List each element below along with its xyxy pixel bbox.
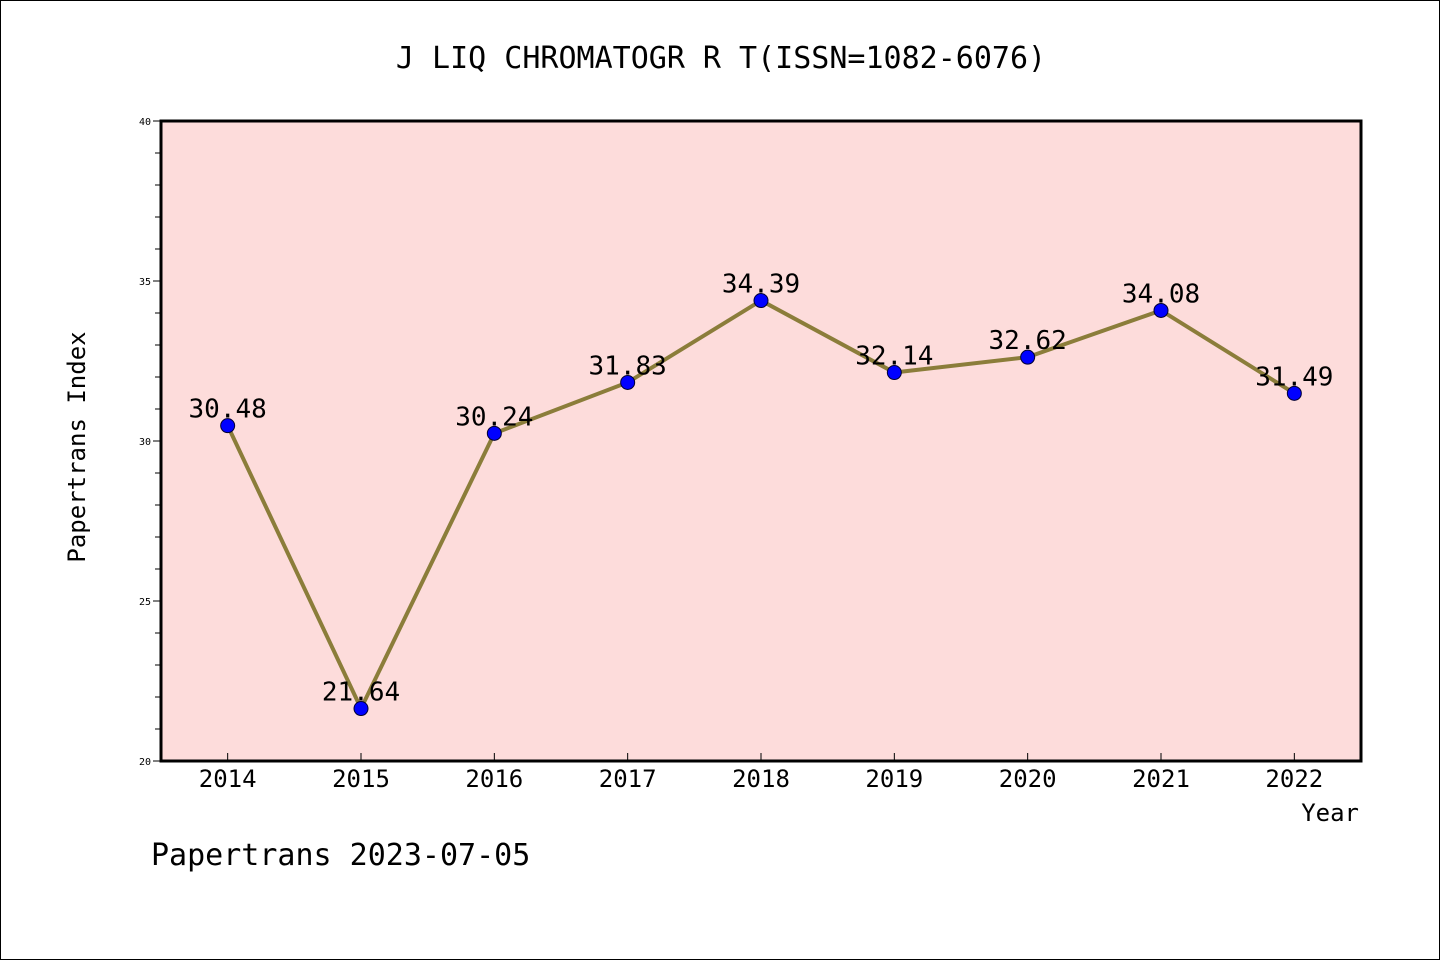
data-label: 30.48: [189, 395, 267, 425]
y-axis-label: Papertrans Index: [63, 331, 91, 562]
data-point: [220, 418, 236, 434]
data-label: 31.83: [589, 351, 667, 381]
data-label: 31.49: [1255, 362, 1333, 392]
chart-title: J LIQ CHROMATOGR R T(ISSN=1082-6076): [396, 41, 1046, 76]
x-tick-label: 2016: [465, 765, 523, 793]
x-tick-label: 2015: [332, 765, 390, 793]
series-markers: [220, 293, 1302, 717]
y-tick-label: 30: [139, 437, 151, 448]
data-point: [353, 701, 369, 717]
data-label: 34.08: [1122, 279, 1200, 309]
data-point: [1153, 302, 1169, 318]
plot-area: [161, 121, 1361, 761]
x-tick-label: 2021: [1132, 765, 1190, 793]
data-label: 30.24: [455, 402, 533, 432]
data-label: 32.14: [855, 342, 933, 372]
data-point: [753, 293, 769, 309]
y-tick-label: 35: [139, 277, 151, 288]
data-point: [620, 374, 636, 390]
y-axis-ticks: 20 25 30 35 40: [139, 117, 161, 768]
y-tick-label: 20: [139, 757, 151, 768]
x-tick-label: 2020: [999, 765, 1057, 793]
footer-text: Papertrans 2023-07-05: [151, 838, 530, 873]
data-label: 32.62: [989, 326, 1067, 356]
x-axis-ticks: 2014 2015 2016 2017 2018 2019 2020 2021 2022: [199, 753, 1323, 793]
data-point: [1286, 385, 1302, 401]
x-tick-label: 2014: [199, 765, 257, 793]
data-labels: 30.48 21.64 30.24 31.83 34.39 32.14 32.62 34.08…: [189, 270, 1334, 708]
data-label: 34.39: [722, 270, 800, 300]
x-tick-label: 2019: [865, 765, 923, 793]
plot-border: [159, 119, 1363, 763]
x-tick-label: 2018: [732, 765, 790, 793]
y-tick-label: 40: [139, 117, 151, 128]
x-tick-label: 2022: [1265, 765, 1323, 793]
x-axis-label: Year: [1301, 799, 1359, 827]
data-point: [486, 425, 502, 441]
x-tick-label: 2017: [599, 765, 657, 793]
data-label: 21.64: [322, 678, 400, 708]
data-point: [886, 365, 902, 381]
y-tick-label: 25: [139, 597, 151, 608]
data-point: [1020, 349, 1036, 365]
